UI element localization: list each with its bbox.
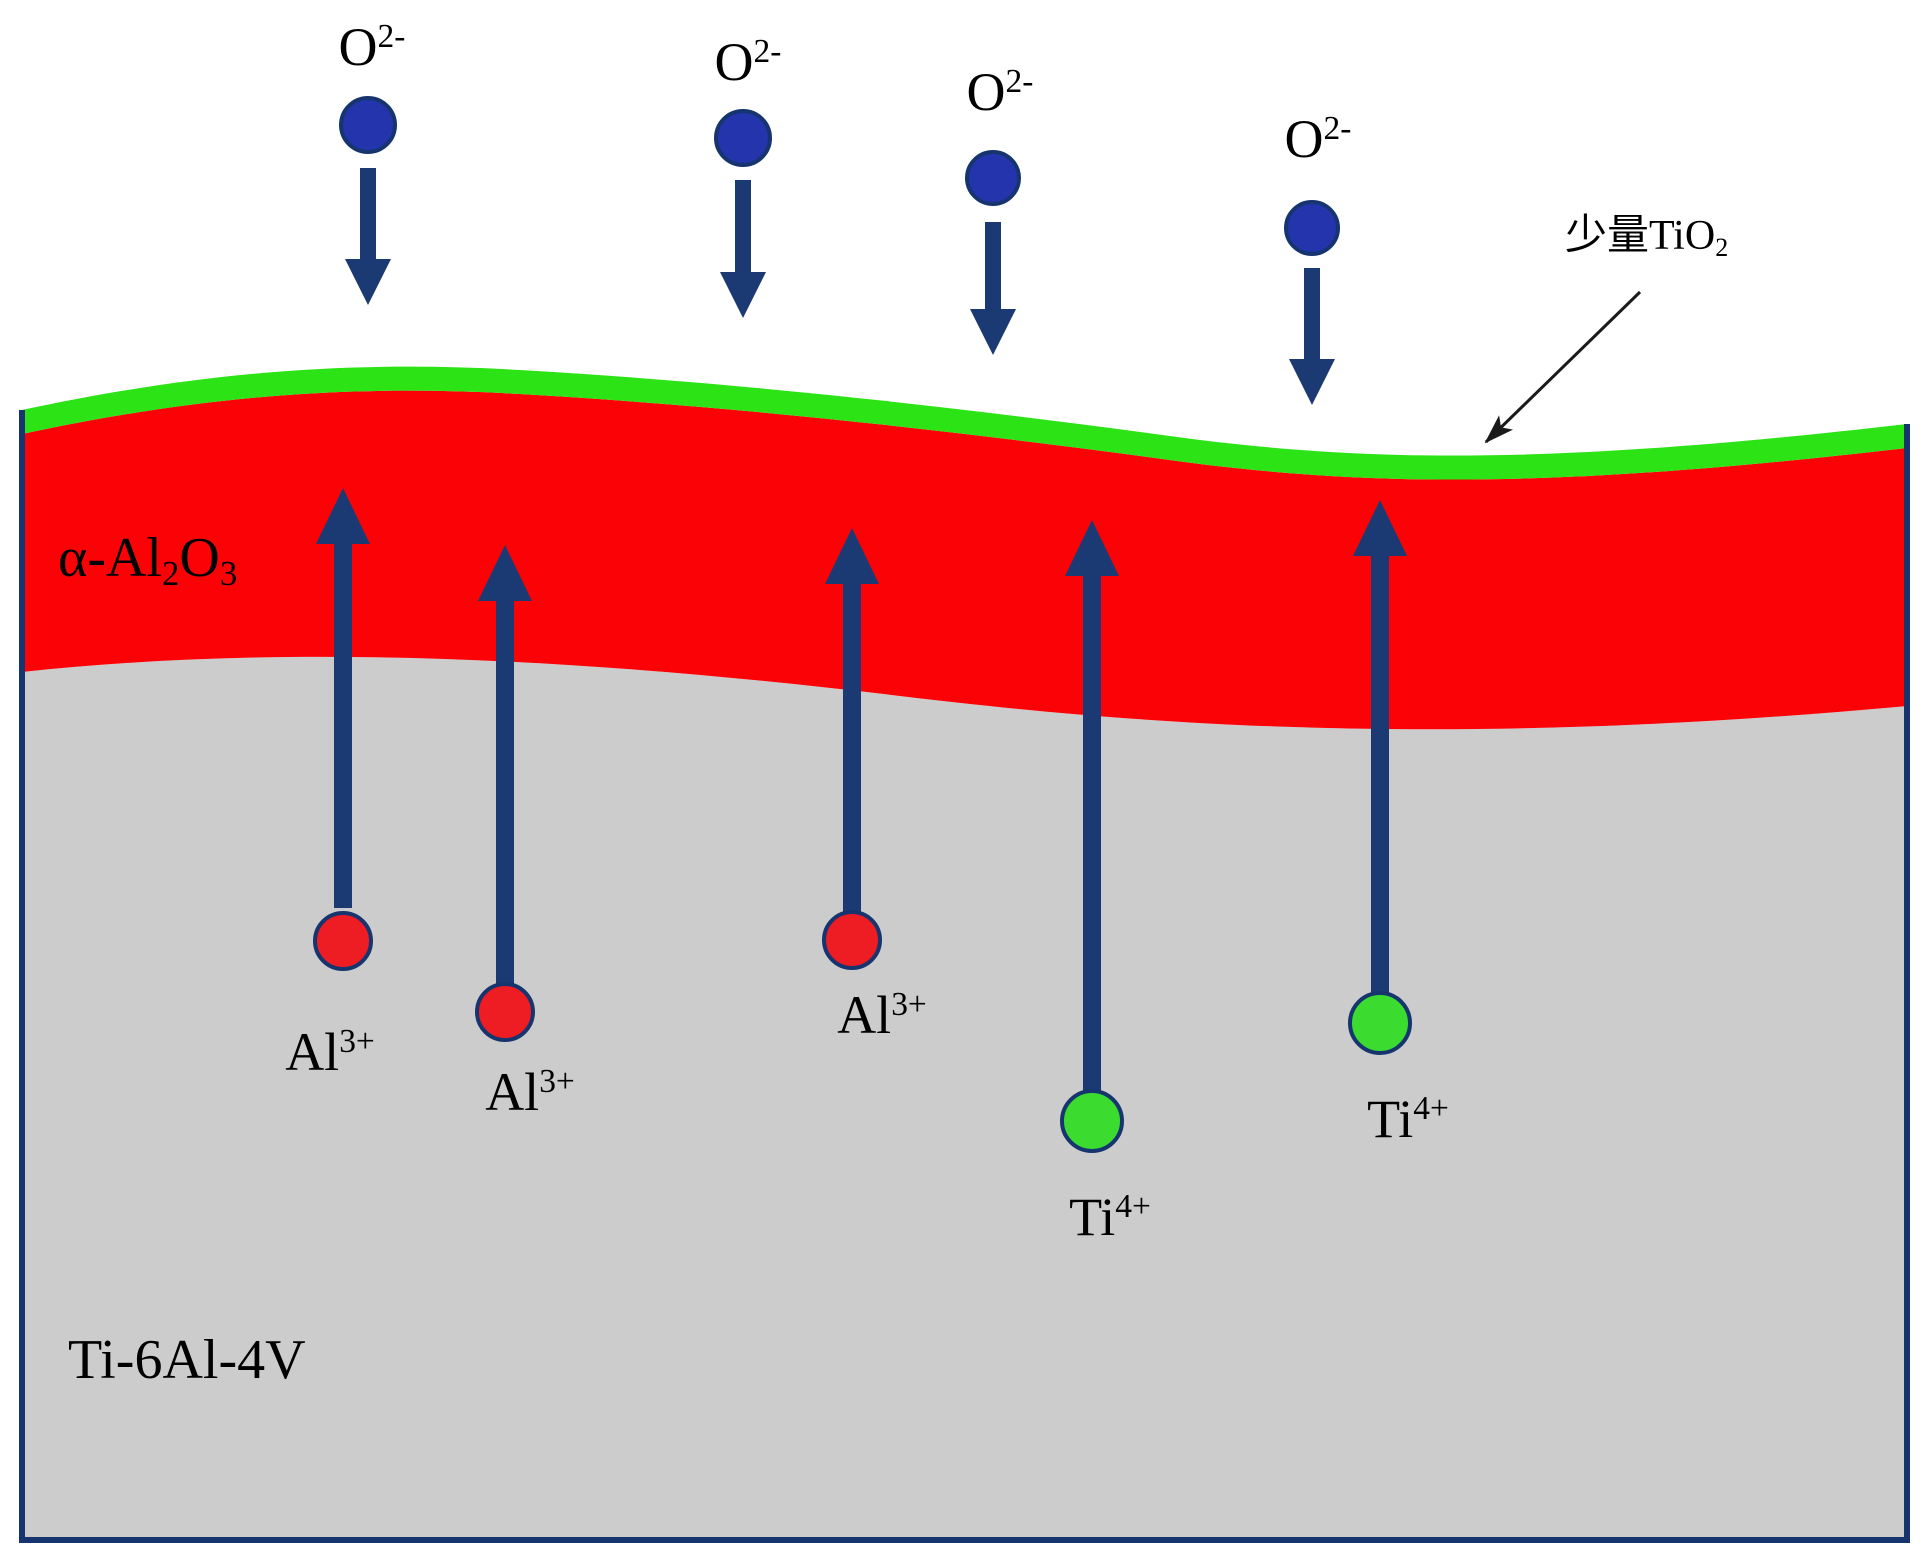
substrate-region: [22, 656, 1907, 1540]
titanium-ion: [1348, 991, 1412, 1055]
figure-border: [19, 410, 1910, 1543]
aluminum-ion-label: Al3+: [837, 985, 927, 1045]
oxygen-ion-label: O2-: [714, 32, 782, 92]
titanium-ion: [1060, 1089, 1124, 1153]
oxygen-down-arrow: [345, 168, 391, 305]
aluminum-up-arrow: [478, 545, 532, 985]
titanium-ion-label: Ti4+: [1069, 1187, 1151, 1247]
aluminum-ion-label: Al3+: [485, 1062, 575, 1122]
titanium-ion-label: Ti4+: [1367, 1089, 1449, 1149]
alumina-layer-label: α-Al2O3: [58, 527, 238, 593]
aluminum-up-arrow: [316, 488, 370, 908]
aluminum-up-arrow: [825, 528, 879, 912]
oxygen-down-arrow: [970, 222, 1016, 355]
aluminum-ion: [475, 982, 535, 1042]
tio2-layer: [22, 366, 1907, 480]
substrate-label: Ti-6Al-4V: [68, 1329, 306, 1391]
oxygen-ion-label: O2-: [966, 62, 1034, 122]
aluminum-ion: [313, 911, 373, 971]
tio2-annotation-label: 少量TiO2: [1565, 213, 1729, 262]
alumina-layer: [22, 390, 1907, 730]
oxygen-ion: [1284, 200, 1340, 256]
oxygen-ion: [339, 96, 397, 154]
aluminum-ion-label: Al3+: [285, 1022, 375, 1082]
titanium-up-arrow: [1353, 500, 1407, 995]
aluminum-ion: [822, 910, 882, 970]
oxygen-down-arrow: [1289, 268, 1335, 405]
oxygen-down-arrow: [720, 180, 766, 318]
titanium-up-arrow: [1065, 520, 1119, 1095]
oxygen-ion-label: O2-: [338, 17, 406, 77]
oxygen-ion: [714, 109, 772, 167]
oxygen-ion-label: O2-: [1284, 109, 1352, 169]
annotation-arrow: [1484, 290, 1642, 444]
oxygen-ion: [965, 150, 1021, 206]
